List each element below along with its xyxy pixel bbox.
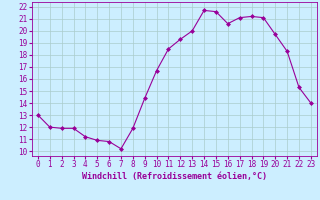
X-axis label: Windchill (Refroidissement éolien,°C): Windchill (Refroidissement éolien,°C) xyxy=(82,172,267,181)
